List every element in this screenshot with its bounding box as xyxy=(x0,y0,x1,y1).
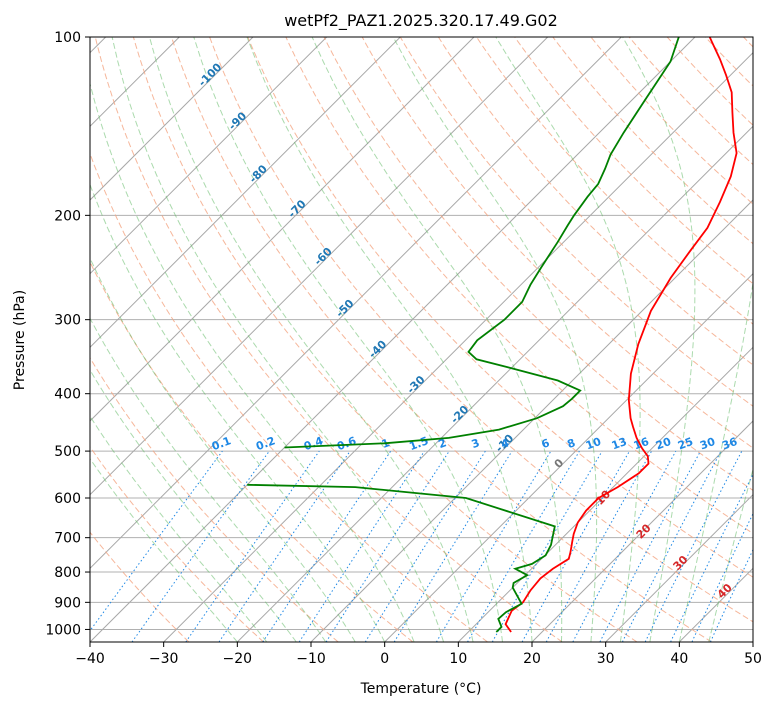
moist-adiabat-line xyxy=(392,37,598,642)
x-axis-label: Temperature (°C) xyxy=(360,681,482,697)
sounding-profiles xyxy=(247,37,738,633)
dry-adiabat-line xyxy=(437,37,753,366)
x-tick-label: 0 xyxy=(380,651,389,667)
profile-line-1 xyxy=(247,483,556,633)
isotherm-line xyxy=(90,37,328,275)
dry-adiabat-line xyxy=(90,260,414,642)
dry-adiabat-line xyxy=(209,37,753,623)
dry-adiabat-line xyxy=(94,37,563,642)
isobar-gridlines xyxy=(90,37,753,630)
dry-adiabat-line xyxy=(399,37,753,407)
mixing-ratio-label: 25 xyxy=(676,435,695,452)
mixing-ratio-line xyxy=(521,450,630,642)
y-axis-label: Pressure (hPa) xyxy=(12,290,28,390)
isotherm-line xyxy=(236,125,753,642)
moist-adiabat-line xyxy=(622,37,696,642)
isotherm-line xyxy=(605,493,753,642)
moist-adiabat-line xyxy=(90,256,356,642)
mixing-ratio-label: 30 xyxy=(698,435,717,453)
y-tick-label: 400 xyxy=(54,387,81,403)
mixing-ratio-line xyxy=(435,450,552,642)
moist-adiabat-line xyxy=(495,37,641,642)
dry-adiabat-line xyxy=(90,356,339,642)
y-tick-label: 700 xyxy=(54,531,81,547)
moist-adiabat-line xyxy=(90,415,268,642)
y-tick-label: 900 xyxy=(54,595,81,611)
isotherm-line xyxy=(90,37,401,349)
dry-adiabats xyxy=(90,37,753,642)
mixing-ratio-label: 20 xyxy=(654,435,673,453)
moist-adiabat-line xyxy=(90,183,386,642)
mixing-ratio-label: 1.5 xyxy=(407,434,430,453)
mixing-ratio-label: 0.1 xyxy=(210,434,233,453)
x-tick-label: −40 xyxy=(75,651,105,667)
x-tick-label: −30 xyxy=(149,651,179,667)
y-tick-label: 500 xyxy=(54,444,81,460)
x-tick-label: 50 xyxy=(744,651,762,667)
mixing-ratio-label: 0.6 xyxy=(335,434,358,453)
mixing-ratio-label: 8 xyxy=(565,436,577,451)
dry-adiabat-line xyxy=(247,37,753,578)
plot-frame xyxy=(89,36,754,643)
moist-adiabat-line xyxy=(246,37,533,642)
x-tick-label: 30 xyxy=(597,651,615,667)
y-axis: 100 200 300 400 500 600 700 800 900 1000 xyxy=(45,30,90,638)
y-tick-label: 800 xyxy=(54,565,81,581)
isotherm-line xyxy=(163,51,753,642)
mixing-ratio-label: 0.4 xyxy=(302,434,325,453)
mixing-ratio-line xyxy=(467,450,580,642)
chart-title: wetPf2_PAZ1.2025.320.17.49.G02 xyxy=(284,11,558,31)
mixing-ratio-label: 3 xyxy=(470,436,482,451)
dry-adiabat-line xyxy=(285,37,753,535)
profile-line-0 xyxy=(504,37,738,633)
x-tick-label: −20 xyxy=(223,651,253,667)
mixing-ratio-line xyxy=(691,512,753,642)
profile-line-2 xyxy=(284,37,680,449)
mixing-ratio-line xyxy=(364,450,486,642)
isotherm-line xyxy=(90,37,622,570)
moist-adiabat-line xyxy=(311,37,563,642)
x-tick-label: 40 xyxy=(670,651,688,667)
isotherm-line xyxy=(384,272,753,642)
moist-adiabat-line xyxy=(90,369,297,642)
mixing-ratio-label: 36 xyxy=(720,435,739,453)
isotherm-line xyxy=(90,37,696,642)
y-tick-label: 100 xyxy=(54,30,81,46)
y-tick-label: 300 xyxy=(54,313,81,329)
mixing-ratio-line xyxy=(218,450,351,642)
mixing-ratio-line xyxy=(90,450,223,632)
x-tick-label: −10 xyxy=(296,651,326,667)
mixing-ratio-line xyxy=(131,450,270,642)
mixing-ratio-label: 4 xyxy=(499,436,511,451)
x-tick-label: 20 xyxy=(523,651,541,667)
isotherm-line xyxy=(90,37,549,496)
y-tick-label: 600 xyxy=(54,491,81,507)
mixing-ratio-label: 10 xyxy=(584,435,603,453)
x-tick-label: 10 xyxy=(449,651,467,667)
mixing-ratio-line xyxy=(670,473,753,642)
mixing-ratio-line xyxy=(572,450,677,642)
dry-adiabat-line xyxy=(323,37,753,491)
x-axis: −40 −30 −20 −10 0 10 20 30 40 50 xyxy=(75,642,762,667)
mixing-ratio-label: 0.2 xyxy=(254,434,277,453)
mixing-ratio-line xyxy=(325,450,450,642)
y-tick-label: 200 xyxy=(54,208,81,224)
mixing-ratio-label: 2 xyxy=(437,436,449,451)
mixing-ratio-line xyxy=(185,450,320,642)
mixing-ratio-label: 13 xyxy=(610,435,629,452)
moist-adiabat-line xyxy=(90,457,238,642)
moist-adiabat-line xyxy=(678,37,753,642)
dry-adiabat-line xyxy=(90,531,190,642)
isotherm-line xyxy=(90,37,475,422)
mixing-ratio-label: 6 xyxy=(540,436,552,451)
dry-adiabat-line xyxy=(132,37,638,642)
isotherm-line xyxy=(90,37,254,201)
mixing-ratio-line xyxy=(393,450,513,642)
y-tick-label: 1000 xyxy=(45,622,81,638)
dry-adiabat-line xyxy=(361,37,753,449)
mixing-ratio-line xyxy=(545,450,653,642)
